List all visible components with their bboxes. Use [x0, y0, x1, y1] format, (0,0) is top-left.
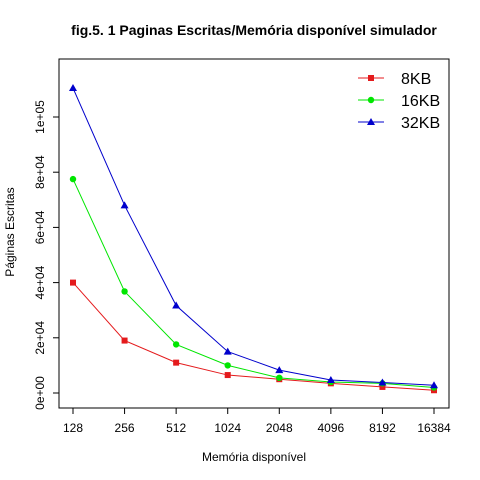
x-tick-label: 128	[63, 421, 83, 435]
data-point-32kb	[430, 381, 438, 389]
x-tick-label: 16384	[417, 421, 451, 435]
y-tick-label: 0e+00	[33, 376, 47, 410]
legend-label-8kb: 8KB	[401, 71, 431, 88]
data-point-16kb	[69, 175, 77, 183]
x-tick-label: 512	[166, 421, 186, 435]
data-point-8kb	[70, 279, 76, 286]
series-line-8kb	[72, 282, 435, 391]
y-tick-label: 6e+04	[33, 210, 47, 244]
data-point-32kb	[120, 201, 129, 209]
series-line-16kb	[72, 178, 435, 388]
legend-marker-16kb	[367, 96, 375, 104]
y-tick-label: 4e+04	[33, 265, 47, 299]
data-point-16kb	[224, 362, 231, 369]
data-point-32kb	[326, 376, 335, 384]
x-tick-label: 2048	[266, 421, 293, 435]
x-tick-label: 1024	[214, 421, 241, 435]
data-point-8kb	[379, 383, 386, 390]
data-point-32kb	[223, 347, 232, 355]
data-point-8kb	[224, 372, 231, 379]
data-point-32kb	[275, 366, 284, 374]
chart-title: fig.5. 1 Paginas Escritas/Memória dispon…	[71, 22, 437, 38]
data-point-16kb	[276, 374, 283, 382]
legend-marker-32kb	[367, 118, 375, 125]
legend-label-32kb: 32KB	[401, 115, 440, 132]
data-point-8kb	[173, 359, 180, 366]
x-tick-label: 8192	[369, 421, 396, 435]
plot-frame	[58, 58, 450, 409]
series-line-32kb	[72, 87, 435, 386]
legend-marker-8kb	[368, 75, 374, 81]
x-tick-label: 256	[115, 421, 135, 435]
y-tick-label: 2e+04	[33, 321, 47, 355]
data-point-32kb	[69, 84, 77, 92]
data-point-16kb	[172, 341, 180, 348]
x-tick-label: 4096	[318, 421, 345, 435]
data-point-8kb	[121, 337, 128, 344]
x-axis-label: Memória disponível	[202, 450, 306, 464]
legend-label-16kb: 16KB	[401, 93, 440, 110]
data-point-32kb	[172, 301, 181, 309]
data-point-32kb	[378, 378, 387, 386]
plot-area: 128 256 512 1024 2048 4096 8192 16384 0e+00 2e+04…	[33, 58, 451, 435]
data-point-16kb	[121, 288, 128, 295]
y-tick-label: 1e+05	[33, 100, 47, 134]
y-axis-label: Páginas Escritas	[3, 187, 17, 276]
y-tick-label: 8e+04	[33, 155, 47, 189]
